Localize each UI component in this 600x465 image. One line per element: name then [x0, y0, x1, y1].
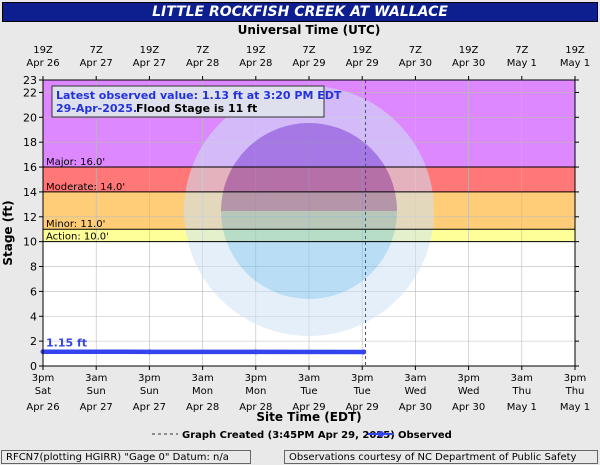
first-value-label: 1.15 ft [46, 337, 87, 350]
top-axis-title: Universal Time (UTC) [238, 23, 381, 37]
annotation-line1: Latest observed value: 1.13 ft at 3:20 P… [56, 89, 342, 102]
footer-credit: Observations courtesy of NC Department o… [284, 450, 598, 464]
chart-title: LITTLE ROCKFISH CREEK AT WALLACE [2, 2, 598, 22]
x-tick-label-date: Apr 29 [346, 402, 379, 413]
x-tick-label-time: 3pm [245, 373, 267, 384]
y-tick-label: 10 [23, 236, 37, 249]
top-tick-label-time: 7Z [302, 45, 315, 56]
x-tick-label-day: Sun [87, 386, 106, 397]
legend: Graph Created (3:45PM Apr 29, 2025) Obse… [152, 430, 452, 441]
top-tick-label-date: Apr 28 [239, 58, 272, 69]
y-tick-label: 4 [30, 310, 37, 323]
x-tick-label-time: 3pm [32, 373, 54, 384]
annotation-line2a: 29-Apr-2025. [56, 102, 137, 115]
x-tick-label-day: Thu [511, 386, 531, 397]
y-tick-label: 20 [23, 111, 37, 124]
x-tick-label-time: 3am [191, 373, 213, 384]
top-tick-label-date: Apr 30 [452, 58, 485, 69]
x-tick-label-day: Wed [458, 386, 480, 397]
x-axis-title: Site Time (EDT) [256, 410, 361, 424]
y-tick-label: 22 [23, 86, 37, 99]
x-tick-label-time: 3am [298, 373, 320, 384]
x-tick-label-day: Sun [140, 386, 159, 397]
x-tick-label-day: Thu [565, 386, 585, 397]
y-tick-label: 12 [23, 211, 37, 224]
top-tick-label-time: 7Z [90, 45, 103, 56]
legend-created-label: Graph Created (3:45PM Apr 29, 2025) [182, 430, 395, 441]
flood-category-labels: Major: 16.0' Moderate: 14.0' Minor: 11.0' A… [43, 157, 575, 243]
top-tick-label-time: 7Z [515, 45, 528, 56]
observed-point [146, 349, 152, 355]
top-axis-ticks: 19Z Apr 26 7Z Apr 27 19Z Apr 27 7Z Apr 28 19Z Apr… [26, 45, 590, 80]
action-threshold-label: Action: 10.0' [46, 232, 109, 243]
observed-series [40, 349, 367, 355]
x-tick-label-day: Tue [299, 386, 317, 397]
x-tick-label-time: 3pm [138, 373, 160, 384]
y-tick-label: 23 [23, 74, 37, 87]
top-tick-label-date: Apr 26 [26, 58, 59, 69]
x-tick-label-date: Apr 30 [452, 402, 485, 413]
x-tick-label-time: 3am [511, 373, 533, 384]
x-tick-label-day: Wed [404, 386, 426, 397]
moderate-threshold-label: Moderate: 14.0' [46, 182, 125, 193]
top-tick-label-time: 19Z [246, 45, 266, 56]
x-tick-label-date: Apr 30 [399, 402, 432, 413]
x-tick-label-time: 3am [85, 373, 107, 384]
y-tick-label: 16 [23, 161, 37, 174]
x-tick-label-date: Apr 27 [80, 402, 113, 413]
y-axis-title: Stage (ft) [1, 200, 15, 265]
y-tick-label: 14 [23, 186, 37, 199]
bottom-axis-ticks: 3pm Sat Apr 26 3am Sun Apr 27 3pm Sun Apr 27 3am M… [26, 366, 590, 413]
y-tick-label: 8 [30, 261, 37, 274]
top-tick-label-date: May 1 [507, 58, 537, 69]
legend-observed-marker [378, 431, 384, 437]
x-tick-label-time: 3pm [351, 373, 373, 384]
x-tick-label-date: Apr 28 [186, 402, 219, 413]
top-tick-label-time: 19Z [33, 45, 53, 56]
x-tick-label-date: May 1 [507, 402, 537, 413]
x-tick-label-date: May 1 [560, 402, 590, 413]
top-tick-label-time: 19Z [459, 45, 479, 56]
latest-value-annotation: Latest observed value: 1.13 ft at 3:20 P… [51, 85, 342, 118]
top-tick-label-date: Apr 27 [80, 58, 113, 69]
y-tick-label: 2 [30, 335, 37, 348]
x-tick-label-time: 3pm [564, 373, 586, 384]
top-tick-label-time: 19Z [565, 45, 585, 56]
x-tick-label-time: 3am [404, 373, 426, 384]
minor-threshold-label: Minor: 11.0' [46, 219, 105, 230]
x-tick-label-time: 3pm [457, 373, 479, 384]
major-threshold-label: Major: 16.0' [46, 157, 105, 168]
x-tick-label-day: Sat [35, 386, 51, 397]
top-tick-label-date: May 1 [560, 58, 590, 69]
top-tick-label-date: Apr 30 [399, 58, 432, 69]
y-tick-label: 18 [23, 136, 37, 149]
y-tick-label: 6 [30, 285, 37, 298]
footer-datum: RFCN7(plotting HGIRR) "Gage 0" Datum: n/… [1, 450, 251, 464]
x-tick-label-date: Apr 29 [292, 402, 325, 413]
x-tick-label-date: Apr 28 [239, 402, 272, 413]
top-tick-label-date: Apr 29 [292, 58, 325, 69]
annotation-line2b: Flood Stage is 11 ft [136, 102, 257, 115]
legend-observed-label: Observed [398, 430, 452, 441]
top-tick-label-date: Apr 29 [346, 58, 379, 69]
top-tick-label-time: 19Z [140, 45, 160, 56]
x-tick-label-date: Apr 26 [26, 402, 59, 413]
noaa-watermark [184, 86, 434, 336]
top-tick-label-time: 7Z [196, 45, 209, 56]
observed-point [361, 349, 367, 355]
x-tick-label-day: Mon [245, 386, 266, 397]
top-tick-label-time: 19Z [352, 45, 372, 56]
top-tick-label-date: Apr 28 [186, 58, 219, 69]
x-tick-label-date: Apr 27 [133, 402, 166, 413]
top-tick-label-date: Apr 27 [133, 58, 166, 69]
top-tick-label-time: 7Z [409, 45, 422, 56]
y-tick-label: 0 [30, 360, 37, 373]
observed-point [253, 349, 259, 355]
x-tick-label-day: Tue [353, 386, 371, 397]
x-tick-label-day: Mon [192, 386, 213, 397]
